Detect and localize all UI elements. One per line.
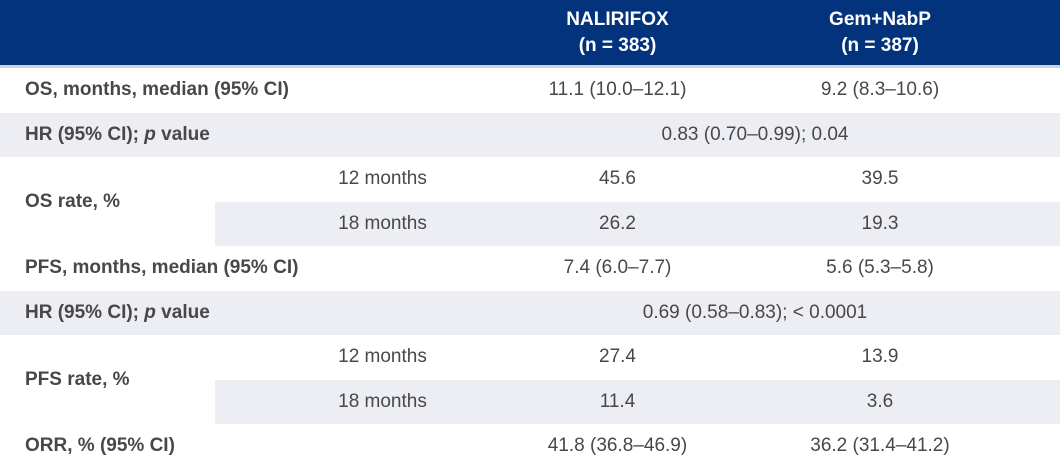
row-os-hazard-ratio: HR (95% CI); p value 0.83 (0.70–0.99); 0… — [0, 112, 1060, 157]
label-text: HR (95% CI); — [25, 123, 145, 145]
row-label: PFS, months, median (95% CI) — [25, 257, 299, 279]
row-pfs-rate-18mo: 18 months 11.4 3.6 — [0, 379, 1060, 424]
arm-name: Gem+NabP — [829, 8, 931, 30]
arm-n: (n = 387) — [841, 34, 919, 56]
row-os-rate-18mo: 18 months 26.2 19.3 — [0, 201, 1060, 246]
nalirifox-value: 11.1 (10.0–12.1) — [548, 79, 687, 101]
label-italic-p: p — [144, 123, 156, 145]
arm-n: (n = 383) — [578, 34, 657, 56]
gem-nabp-value: 36.2 (31.4–41.2) — [810, 435, 950, 457]
row-orr: ORR, % (95% CI) 41.8 (36.8–46.9) 36.2 (3… — [0, 424, 1060, 469]
row-label: ORR, % (95% CI) — [25, 435, 175, 457]
nalirifox-value: 27.4 — [599, 346, 636, 368]
hazard-ratio-value: 0.69 (0.58–0.83); < 0.0001 — [480, 290, 1060, 335]
nalirifox-value: 11.4 — [480, 379, 755, 424]
arm-name: NALIRIFOX — [566, 8, 669, 30]
nalirifox-value: 7.4 (6.0–7.7) — [563, 257, 672, 279]
nalirifox-value: 45.6 — [599, 168, 636, 190]
timepoint-cell: 12 months — [338, 346, 427, 368]
nalirifox-value: 41.8 (36.8–46.9) — [547, 435, 688, 457]
timepoint-cell: 12 months — [338, 168, 427, 190]
label-italic-p: p — [144, 301, 156, 323]
group-label-pfs-rate: PFS rate, % — [25, 368, 130, 390]
hazard-ratio-value: 0.83 (0.70–0.99); 0.04 — [480, 112, 1060, 157]
header-spacer-cell — [0, 0, 480, 68]
header-row: NALIRIFOX (n = 383) Gem+NabP (n = 387) — [0, 0, 1060, 68]
table-body: OS, months, median (95% CI) 11.1 (10.0–1… — [0, 67, 1060, 469]
row-os-rate-12mo: OS rate, % 12 months 45.6 39.5 — [0, 157, 1060, 211]
row-os-median: OS, months, median (95% CI) 11.1 (10.0–1… — [0, 67, 1060, 113]
gem-nabp-value: 9.2 (8.3–10.6) — [820, 79, 940, 101]
label-text: value — [155, 123, 210, 145]
row-label: HR (95% CI); p value — [0, 290, 480, 335]
table-header: NALIRIFOX (n = 383) Gem+NabP (n = 387) — [0, 0, 1060, 68]
row-pfs-hazard-ratio: HR (95% CI); p value 0.69 (0.58–0.83); <… — [0, 290, 1060, 335]
timepoint-cell: 18 months — [215, 201, 480, 246]
row-pfs-rate-12mo: PFS rate, % 12 months 27.4 13.9 — [0, 335, 1060, 389]
gem-nabp-value: 39.5 — [861, 168, 899, 190]
column-header-gem-nabp: Gem+NabP (n = 387) — [755, 0, 1060, 68]
gem-nabp-value: 5.6 (5.3–5.8) — [826, 257, 934, 279]
group-label-os-rate: OS rate, % — [25, 190, 121, 212]
label-text: HR (95% CI); — [25, 301, 145, 323]
gem-nabp-value: 19.3 — [755, 201, 1060, 246]
gem-nabp-value: 3.6 — [755, 379, 1060, 424]
row-pfs-median: PFS, months, median (95% CI) 7.4 (6.0–7.… — [0, 246, 1060, 291]
timepoint-cell: 18 months — [215, 379, 480, 424]
row-label: OS, months, median (95% CI) — [25, 79, 289, 101]
gem-nabp-value: 13.9 — [861, 346, 899, 368]
column-header-nalirifox: NALIRIFOX (n = 383) — [480, 0, 755, 68]
row-label: HR (95% CI); p value — [0, 112, 480, 157]
label-text: value — [155, 301, 210, 323]
nalirifox-value: 26.2 — [480, 201, 755, 246]
